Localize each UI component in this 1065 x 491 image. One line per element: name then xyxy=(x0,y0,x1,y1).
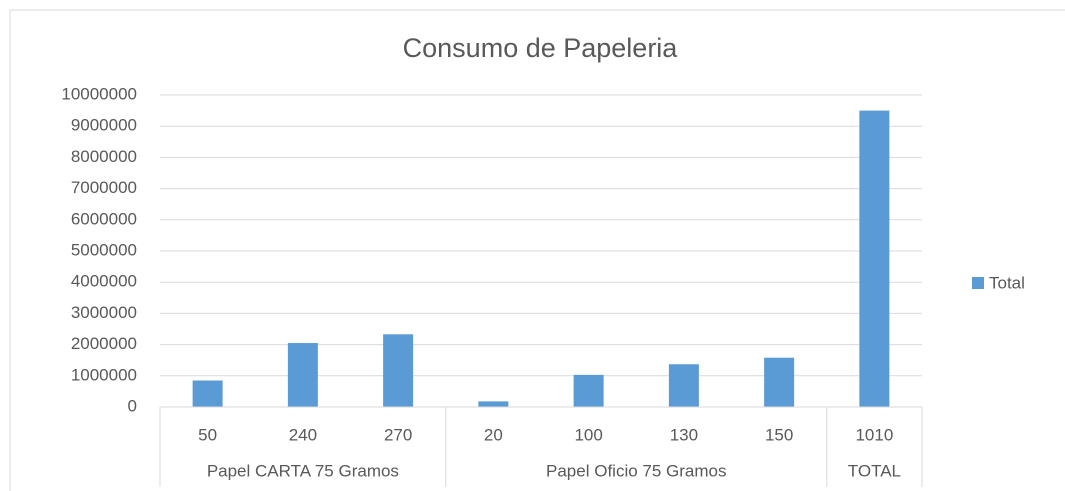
chart-title: Consumo de Papeleria xyxy=(403,33,679,63)
bar xyxy=(573,374,604,407)
bar xyxy=(383,334,414,407)
x-tick-label: 270 xyxy=(384,425,412,444)
y-tick-label: 2000000 xyxy=(71,334,137,353)
legend-label: Total xyxy=(989,273,1025,292)
y-tick-label: 8000000 xyxy=(71,147,137,166)
y-tick-label: 5000000 xyxy=(71,240,137,259)
bar xyxy=(192,380,223,407)
bar xyxy=(859,110,890,407)
bar xyxy=(764,357,795,407)
x-tick-label: 100 xyxy=(574,425,602,444)
y-tick-label: 9000000 xyxy=(71,116,137,135)
x-tick-label: 1010 xyxy=(855,425,893,444)
y-tick-label: 4000000 xyxy=(71,272,137,291)
legend-swatch xyxy=(972,277,984,289)
bar xyxy=(478,401,509,407)
x-tick-label: 130 xyxy=(670,425,698,444)
y-tick-label: 6000000 xyxy=(71,209,137,228)
y-tick-label: 3000000 xyxy=(71,303,137,322)
y-tick-label: 10000000 xyxy=(61,84,137,103)
x-tick-label: 50 xyxy=(198,425,217,444)
x-tick-label: 240 xyxy=(289,425,317,444)
x-tick-label: 20 xyxy=(484,425,503,444)
bar xyxy=(287,343,318,407)
y-tick-label: 1000000 xyxy=(71,365,137,384)
group-label: TOTAL xyxy=(848,461,901,480)
x-tick-label: 150 xyxy=(765,425,793,444)
group-label: Papel Oficio 75 Gramos xyxy=(546,461,726,480)
group-label: Papel CARTA 75 Gramos xyxy=(207,461,399,480)
y-tick-label: 0 xyxy=(128,396,137,415)
y-tick-label: 7000000 xyxy=(71,178,137,197)
bar xyxy=(668,364,699,407)
